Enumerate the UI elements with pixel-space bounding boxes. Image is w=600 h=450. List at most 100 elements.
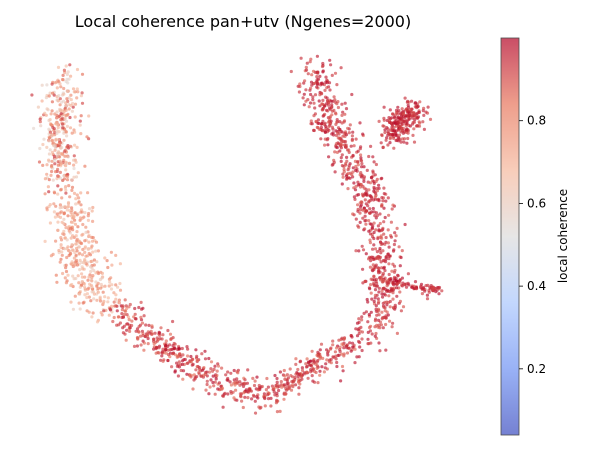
scatter-point <box>108 307 112 311</box>
scatter-point <box>58 155 62 159</box>
scatter-point <box>74 175 79 179</box>
scatter-point <box>70 185 75 189</box>
scatter-point <box>389 235 393 239</box>
scatter-point <box>177 360 181 364</box>
scatter-point <box>299 375 304 379</box>
scatter-point <box>320 64 325 69</box>
scatter-point <box>395 294 399 298</box>
scatter-point <box>364 222 368 226</box>
scatter-point <box>201 368 205 372</box>
scatter-point <box>74 253 78 257</box>
scatter-point <box>75 96 79 100</box>
scatter-point <box>263 404 267 408</box>
scatter-point <box>365 297 369 302</box>
scatter-point <box>96 249 100 253</box>
scatter-point <box>43 177 48 181</box>
scatter-point <box>356 163 360 167</box>
scatter-point <box>383 128 387 132</box>
scatter-point <box>393 268 397 272</box>
scatter-point <box>161 359 165 363</box>
scatter-point <box>406 272 410 276</box>
scatter-point <box>355 355 359 359</box>
scatter-point <box>422 113 426 117</box>
scatter-point <box>331 343 335 347</box>
scatter-point <box>329 63 333 67</box>
scatter-point <box>324 108 329 112</box>
scatter-point <box>384 279 388 283</box>
scatter-point <box>194 368 198 372</box>
scatter-point <box>377 300 381 304</box>
scatter-point <box>56 167 60 171</box>
scatter-point <box>380 204 384 208</box>
scatter-point <box>374 304 378 308</box>
scatter-point <box>189 354 193 359</box>
scatter-point <box>422 127 426 131</box>
scatter-point <box>124 304 128 308</box>
scatter-point <box>343 140 348 144</box>
scatter-point <box>59 112 63 116</box>
scatter-point <box>349 144 353 148</box>
scatter-point <box>388 305 392 309</box>
scatter-point <box>181 377 185 381</box>
scatter-point <box>380 295 385 299</box>
scatter-point <box>293 375 297 379</box>
scatter-point <box>296 84 300 88</box>
scatter-point <box>351 170 355 174</box>
scatter-point <box>118 281 122 286</box>
scatter-point <box>346 126 350 130</box>
scatter-point <box>318 348 322 352</box>
scatter-point <box>382 192 386 196</box>
scatter-point <box>69 300 73 304</box>
scatter-point <box>114 253 118 257</box>
scatter-point <box>186 354 190 358</box>
scatter-point <box>344 145 348 149</box>
scatter-point <box>56 126 60 130</box>
scatter-point <box>48 130 53 134</box>
scatter-point <box>314 119 318 124</box>
chart-title: Local coherence pan+utv (Ngenes=2000) <box>74 12 412 31</box>
scatter-point <box>385 284 389 288</box>
scatter-point <box>382 206 386 210</box>
scatter-point <box>161 347 165 351</box>
scatter-point <box>420 287 424 291</box>
scatter-point <box>350 341 355 345</box>
colorbar-label: local coherence <box>556 189 570 283</box>
scatter-point <box>305 370 309 374</box>
scatter-point <box>48 91 52 95</box>
scatter-point <box>335 150 339 154</box>
scatter-point <box>393 278 397 282</box>
scatter-point <box>377 308 381 312</box>
scatter-point <box>58 159 62 163</box>
scatter-point <box>391 112 395 116</box>
scatter-point <box>371 155 375 159</box>
scatter-point <box>89 299 93 303</box>
scatter-point <box>360 200 364 205</box>
scatter-point <box>354 217 358 221</box>
scatter-point <box>426 283 430 287</box>
scatter-point <box>378 326 382 330</box>
scatter-point <box>411 133 415 137</box>
scatter-point <box>69 210 73 215</box>
scatter-point <box>164 348 168 352</box>
scatter-point <box>386 130 390 134</box>
scatter-point <box>366 342 370 346</box>
scatter-point <box>72 158 76 162</box>
scatter-point <box>371 169 375 173</box>
scatter-point <box>58 260 62 264</box>
scatter-point <box>405 141 409 145</box>
scatter-point <box>333 98 337 102</box>
scatter-point <box>345 155 349 159</box>
scatter-point <box>306 376 310 380</box>
scatter-point <box>353 159 357 163</box>
scatter-point <box>61 271 65 276</box>
scatter-point <box>362 311 366 315</box>
scatter-point <box>95 298 99 302</box>
scatter-point <box>428 117 433 121</box>
scatter-point <box>232 378 236 382</box>
scatter-point <box>63 186 67 190</box>
scatter-point <box>159 358 163 362</box>
scatter-point <box>203 357 208 361</box>
scatter-point <box>377 341 381 345</box>
scatter-point <box>304 68 309 72</box>
